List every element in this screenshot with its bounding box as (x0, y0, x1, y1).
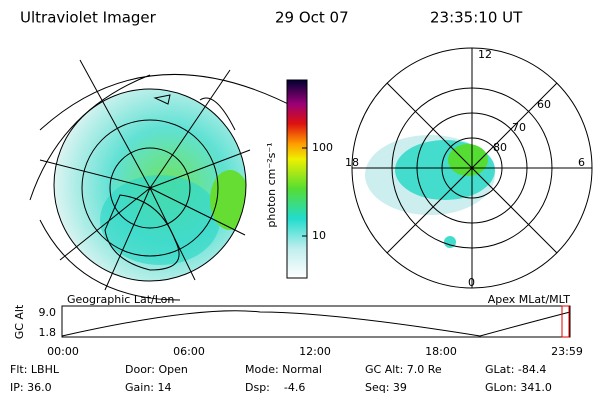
status-field: Seq: 39 (365, 381, 407, 394)
mlt-label: 18 (345, 156, 359, 169)
colorbar-tick-label: 100 (312, 141, 333, 154)
y-tick-label: 9.0 (39, 306, 57, 319)
status-field: Flt: LBHL (10, 363, 60, 376)
altitude-curve (61, 310, 571, 337)
mlat-label: 70 (512, 121, 526, 134)
status-field: Mode: Normal (245, 363, 322, 376)
mlat-label: 80 (493, 141, 507, 154)
date: 29 Oct 07 (275, 9, 349, 27)
mlt-label: 12 (478, 48, 492, 61)
x-tick-label: 18:00 (425, 345, 457, 358)
status-field: IP: 36.0 (10, 381, 52, 394)
status-field: GLon: 341.0 (485, 381, 552, 394)
y-tick-label: 1.8 (39, 326, 57, 339)
time-marker (561, 305, 570, 338)
right-polar (351, 47, 593, 289)
x-tick-label: 06:00 (173, 345, 205, 358)
status-field: Dsp: -4.6 (245, 381, 305, 394)
colorbar-tick-label: 10 (312, 229, 326, 242)
altitude-label: GC Alt (13, 304, 26, 339)
colorbar (286, 79, 308, 279)
mlt-label: 6 (578, 156, 585, 169)
status-field: GLat: -84.4 (485, 363, 546, 376)
caption: Apex MLat/MLT (488, 293, 571, 306)
x-tick-label: 12:00 (299, 345, 331, 358)
instrument: Ultraviolet Imager (20, 9, 157, 27)
mlt-label: 0 (468, 276, 475, 289)
altitude-plot (61, 305, 571, 338)
status-field: Door: Open (125, 363, 188, 376)
mlat-label: 60 (537, 98, 551, 111)
x-tick-label: 00:00 (47, 345, 79, 358)
status-field: GC Alt: 7.0 Re (365, 363, 442, 376)
x-tick-label: 23:59 (551, 345, 583, 358)
caption: Geographic Lat/Lon (67, 293, 174, 306)
left-map (29, 59, 301, 301)
status-field: Gain: 14 (125, 381, 172, 394)
colorbar-label: photon cm⁻²s⁻¹ (265, 142, 278, 227)
time: 23:35:10 UT (430, 9, 523, 27)
